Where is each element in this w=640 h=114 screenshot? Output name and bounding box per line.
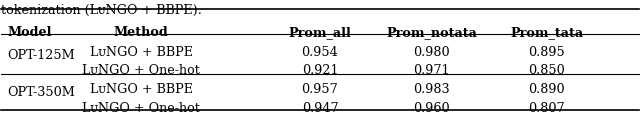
Text: LᴜNGO + BBPE: LᴜNGO + BBPE xyxy=(90,83,193,96)
Text: 0.971: 0.971 xyxy=(413,64,450,77)
Text: OPT-125M: OPT-125M xyxy=(7,48,75,61)
Text: Prom_all: Prom_all xyxy=(289,26,351,39)
Text: Prom_notata: Prom_notata xyxy=(387,26,477,39)
Text: 0.960: 0.960 xyxy=(413,101,450,114)
Text: 0.957: 0.957 xyxy=(301,83,339,96)
Text: 0.895: 0.895 xyxy=(529,45,565,58)
Text: 0.983: 0.983 xyxy=(413,83,450,96)
Text: LᴜNGO + One-hot: LᴜNGO + One-hot xyxy=(83,64,200,77)
Text: tokenization (LᴜNGO + BBPE).: tokenization (LᴜNGO + BBPE). xyxy=(1,4,202,17)
Text: Method: Method xyxy=(114,26,168,39)
Text: Model: Model xyxy=(7,26,52,39)
Text: 0.921: 0.921 xyxy=(301,64,339,77)
Text: OPT-350M: OPT-350M xyxy=(7,85,75,98)
Text: 0.807: 0.807 xyxy=(529,101,565,114)
Text: Prom_tata: Prom_tata xyxy=(510,26,583,39)
Text: 0.890: 0.890 xyxy=(529,83,565,96)
Text: 0.954: 0.954 xyxy=(301,45,339,58)
Text: 0.850: 0.850 xyxy=(529,64,565,77)
Text: 0.980: 0.980 xyxy=(413,45,450,58)
Text: LᴜNGO + BBPE: LᴜNGO + BBPE xyxy=(90,45,193,58)
Text: 0.947: 0.947 xyxy=(301,101,339,114)
Text: LᴜNGO + One-hot: LᴜNGO + One-hot xyxy=(83,101,200,114)
